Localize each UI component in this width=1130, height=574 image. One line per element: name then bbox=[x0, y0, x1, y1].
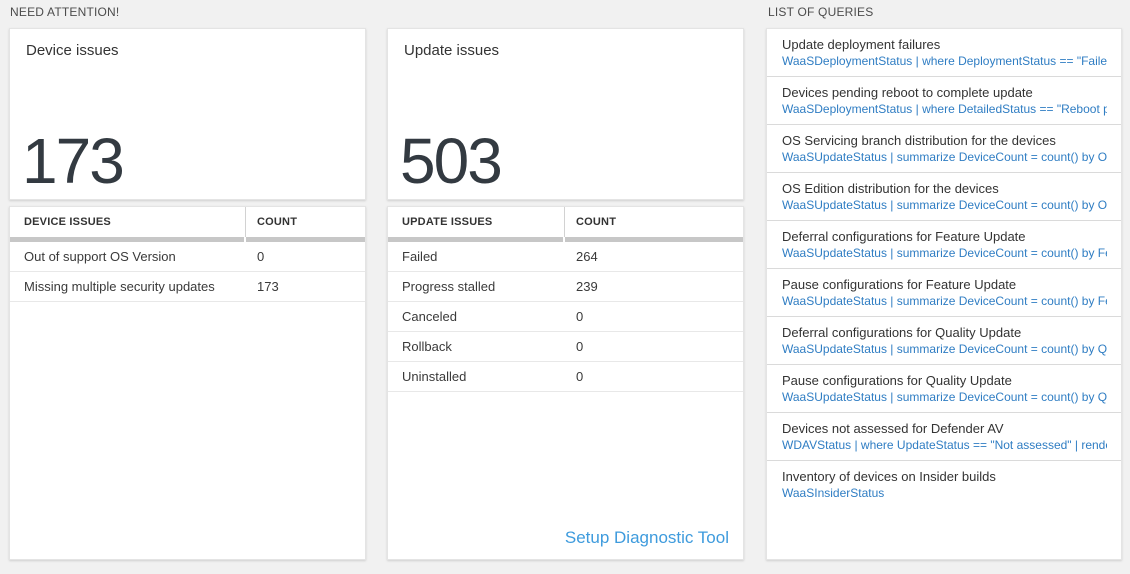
query-item[interactable]: Inventory of devices on Insider builds W… bbox=[767, 461, 1121, 508]
update-issues-table: UPDATE ISSUES COUNT Failed 264 Progress … bbox=[388, 207, 743, 392]
table-header-row: UPDATE ISSUES COUNT bbox=[388, 207, 743, 237]
query-item[interactable]: OS Servicing branch distribution for the… bbox=[767, 125, 1121, 173]
table-row[interactable]: Progress stalled 239 bbox=[388, 272, 743, 302]
device-issues-count: 173 bbox=[22, 125, 125, 197]
device-issues-table: DEVICE ISSUES COUNT Out of support OS Ve… bbox=[10, 207, 365, 302]
query-title: Pause configurations for Quality Update bbox=[782, 373, 1012, 388]
row-count: 0 bbox=[576, 339, 584, 354]
row-count: 0 bbox=[257, 249, 265, 264]
update-issues-column-header: UPDATE ISSUES bbox=[388, 207, 565, 237]
setup-diagnostic-tool-link[interactable]: Setup Diagnostic Tool bbox=[564, 528, 729, 547]
update-issues-table-card: UPDATE ISSUES COUNT Failed 264 Progress … bbox=[387, 206, 744, 560]
query-text: WaaSUpdateStatus | summarize DeviceCount… bbox=[782, 150, 1107, 164]
table-row[interactable]: Failed 264 bbox=[388, 242, 743, 272]
count-column-header: COUNT bbox=[576, 216, 617, 228]
query-title: Devices pending reboot to complete updat… bbox=[782, 85, 1033, 100]
list-of-queries-card: Update deployment failures WaaSDeploymen… bbox=[766, 28, 1122, 560]
query-item[interactable]: Deferral configurations for Feature Upda… bbox=[767, 221, 1121, 269]
table-row[interactable]: Out of support OS Version 0 bbox=[10, 242, 365, 272]
update-issues-count: 503 bbox=[400, 125, 503, 197]
device-issues-title: Device issues bbox=[26, 42, 119, 59]
row-count: 239 bbox=[576, 279, 598, 294]
row-label: Missing multiple security updates bbox=[24, 279, 215, 294]
query-item[interactable]: Devices pending reboot to complete updat… bbox=[767, 77, 1121, 125]
query-item[interactable]: Devices not assessed for Defender AV WDA… bbox=[767, 413, 1121, 461]
query-text: WaaSUpdateStatus | summarize DeviceCount… bbox=[782, 246, 1107, 260]
query-title: Deferral configurations for Feature Upda… bbox=[782, 229, 1026, 244]
query-text: WaaSUpdateStatus | summarize DeviceCount… bbox=[782, 294, 1107, 308]
query-title: Deferral configurations for Quality Upda… bbox=[782, 325, 1022, 340]
row-label: Failed bbox=[402, 249, 438, 264]
query-text: WaaSUpdateStatus | summarize DeviceCount… bbox=[782, 342, 1107, 356]
row-label: Canceled bbox=[402, 309, 457, 324]
query-text: WaaSDeploymentStatus | where DetailedSta… bbox=[782, 102, 1107, 116]
query-title: Update deployment failures bbox=[782, 37, 941, 52]
row-label: Rollback bbox=[402, 339, 452, 354]
row-count: 0 bbox=[576, 309, 584, 324]
count-column-header: COUNT bbox=[257, 216, 298, 228]
update-issues-tile[interactable]: Update issues 503 bbox=[387, 28, 744, 200]
query-title: OS Edition distribution for the devices bbox=[782, 181, 999, 196]
table-header-row: DEVICE ISSUES COUNT bbox=[10, 207, 365, 237]
table-header-divider-bar bbox=[10, 237, 365, 242]
query-item[interactable]: Pause configurations for Feature Update … bbox=[767, 269, 1121, 317]
table-row[interactable]: Uninstalled 0 bbox=[388, 362, 743, 392]
query-item[interactable]: Deferral configurations for Quality Upda… bbox=[767, 317, 1121, 365]
query-title: OS Servicing branch distribution for the… bbox=[782, 133, 1056, 148]
query-item[interactable]: Update deployment failures WaaSDeploymen… bbox=[767, 29, 1121, 77]
row-count: 0 bbox=[576, 369, 584, 384]
table-header-divider-bar bbox=[388, 237, 743, 242]
row-count: 173 bbox=[257, 279, 279, 294]
table-row[interactable]: Canceled 0 bbox=[388, 302, 743, 332]
table-row[interactable]: Rollback 0 bbox=[388, 332, 743, 362]
section-label-list-of-queries: LIST OF QUERIES bbox=[768, 5, 874, 19]
device-issues-table-card: DEVICE ISSUES COUNT Out of support OS Ve… bbox=[9, 206, 366, 560]
query-text: WaaSUpdateStatus | summarize DeviceCount… bbox=[782, 198, 1107, 212]
device-issues-tile[interactable]: Device issues 173 bbox=[9, 28, 366, 200]
query-title: Pause configurations for Feature Update bbox=[782, 277, 1017, 292]
device-issues-column-header: DEVICE ISSUES bbox=[10, 207, 246, 237]
query-item[interactable]: OS Edition distribution for the devices … bbox=[767, 173, 1121, 221]
query-title: Devices not assessed for Defender AV bbox=[782, 421, 1004, 436]
row-count: 264 bbox=[576, 249, 598, 264]
query-text: WaaSDeploymentStatus | where DeploymentS… bbox=[782, 54, 1107, 68]
row-label: Out of support OS Version bbox=[24, 249, 176, 264]
query-title: Inventory of devices on Insider builds bbox=[782, 469, 996, 484]
query-text: WDAVStatus | where UpdateStatus == "Not … bbox=[782, 438, 1107, 452]
row-label: Progress stalled bbox=[402, 279, 496, 294]
query-text: WaaSUpdateStatus | summarize DeviceCount… bbox=[782, 390, 1107, 404]
table-row[interactable]: Missing multiple security updates 173 bbox=[10, 272, 365, 302]
row-label: Uninstalled bbox=[402, 369, 467, 384]
update-issues-title: Update issues bbox=[404, 42, 500, 59]
query-item[interactable]: Pause configurations for Quality Update … bbox=[767, 365, 1121, 413]
section-label-need-attention: NEED ATTENTION! bbox=[10, 5, 120, 19]
query-text: WaaSInsiderStatus bbox=[782, 486, 885, 500]
